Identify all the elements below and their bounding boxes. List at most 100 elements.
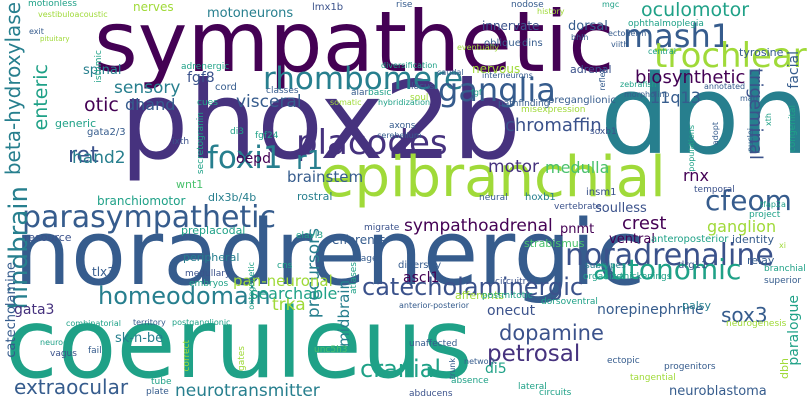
word: isthmic xyxy=(95,50,104,83)
word: cns xyxy=(277,262,292,271)
word: morpholino xyxy=(624,91,669,99)
word: elavl3 xyxy=(296,232,323,241)
word: combinatorial xyxy=(66,320,121,328)
word: gata3 xyxy=(14,303,54,317)
word: branchiomotor xyxy=(97,195,185,207)
word: hand2 xyxy=(72,150,126,167)
word: project xyxy=(749,211,780,220)
word: somatic xyxy=(330,99,362,107)
word: tlx3 xyxy=(92,266,115,278)
word: dbh xyxy=(779,358,790,379)
word: eventually xyxy=(457,44,499,52)
word: rise xyxy=(396,1,412,10)
word: axons xyxy=(389,122,415,131)
word: anteroposterior xyxy=(651,235,728,245)
word: gata2/3 xyxy=(87,128,126,138)
word: motor xyxy=(488,159,539,176)
word: ectoderm xyxy=(608,30,646,38)
word: network xyxy=(464,358,497,366)
word: extraocular xyxy=(14,377,128,397)
word: fgf xyxy=(471,89,482,97)
word: preganglionic xyxy=(548,96,616,106)
word: tube xyxy=(151,378,171,387)
word: tyrosine xyxy=(739,47,783,58)
word: alar xyxy=(351,89,368,98)
word: xi xyxy=(779,242,786,250)
word: strabismus xyxy=(524,238,585,249)
word: di3 xyxy=(230,128,244,137)
word: reflex xyxy=(599,68,607,91)
word: viith xyxy=(611,41,628,49)
word: correct xyxy=(183,340,192,372)
word: populations xyxy=(688,125,696,172)
word: embryos xyxy=(189,280,228,289)
word: central xyxy=(648,48,676,56)
word: bhlh xyxy=(571,34,588,42)
word: motoneurons xyxy=(207,7,293,20)
word: crest xyxy=(622,215,666,233)
word: ixth xyxy=(172,138,189,147)
word: branchial xyxy=(764,265,806,274)
word: migrate xyxy=(364,224,399,233)
word: brainstem xyxy=(287,170,363,185)
word: cranial xyxy=(360,357,441,381)
word: vertebrate xyxy=(554,203,602,212)
word: diversity xyxy=(398,261,441,271)
word: cues xyxy=(197,99,218,108)
word: beta-hydroxylase xyxy=(3,2,23,175)
word: progenitors xyxy=(664,363,716,372)
word: motionless xyxy=(28,0,77,9)
word: peripheral xyxy=(183,252,239,263)
word: annotated xyxy=(704,83,745,91)
word: cerebellum xyxy=(377,132,422,140)
word: postmitotic xyxy=(482,292,533,301)
word: soul xyxy=(410,94,428,103)
word: abducens xyxy=(409,390,453,399)
word: innervate xyxy=(482,20,539,32)
word: palsy xyxy=(682,300,711,311)
word: otic xyxy=(84,96,119,115)
word: onecut xyxy=(487,304,535,318)
word: unc5h3 xyxy=(314,346,348,355)
word: rostral xyxy=(297,191,332,202)
word: neurotransmitter xyxy=(175,383,320,400)
word: history xyxy=(537,8,565,16)
word: resource xyxy=(24,232,72,243)
word: facial xyxy=(787,51,801,89)
word: interneurons xyxy=(482,72,533,80)
word: preplacodal xyxy=(181,225,245,236)
word: map xyxy=(740,95,758,103)
word: locus xyxy=(411,83,434,92)
word: ontogenetic xyxy=(248,262,256,310)
word: circuits xyxy=(539,389,571,398)
word: dorsal xyxy=(568,20,608,33)
word: dorsoventral xyxy=(541,298,598,307)
word: neurogenesis xyxy=(726,320,786,329)
word: medullary xyxy=(185,270,230,279)
word: oepd xyxy=(236,152,271,166)
word: thickenings xyxy=(620,273,671,282)
word: tfap2a xyxy=(760,201,786,209)
word: ophthalmoplegia xyxy=(628,20,704,29)
word: subtypes xyxy=(585,262,626,271)
word: ascl1 xyxy=(403,271,439,285)
word: medulla xyxy=(545,160,609,176)
word: xth xyxy=(765,113,773,126)
word: paralogue xyxy=(787,295,801,366)
word: atlases xyxy=(350,262,359,294)
word: dhand xyxy=(125,97,175,113)
word: congenital xyxy=(789,105,798,152)
word: enteric xyxy=(32,64,51,130)
word: nuclei xyxy=(747,128,755,152)
word: dlx3b/4b xyxy=(208,192,256,203)
word: nerves xyxy=(133,1,174,13)
word: chromaffin xyxy=(505,117,602,135)
word: cord xyxy=(215,83,237,93)
word: identity xyxy=(732,234,774,245)
word: pathfinding xyxy=(498,100,549,109)
word: catecholamine xyxy=(5,262,18,358)
word: lmx1b xyxy=(312,3,343,13)
word: basic xyxy=(368,89,391,98)
word: fgf24 xyxy=(255,132,279,141)
word: ectopic xyxy=(607,357,640,366)
